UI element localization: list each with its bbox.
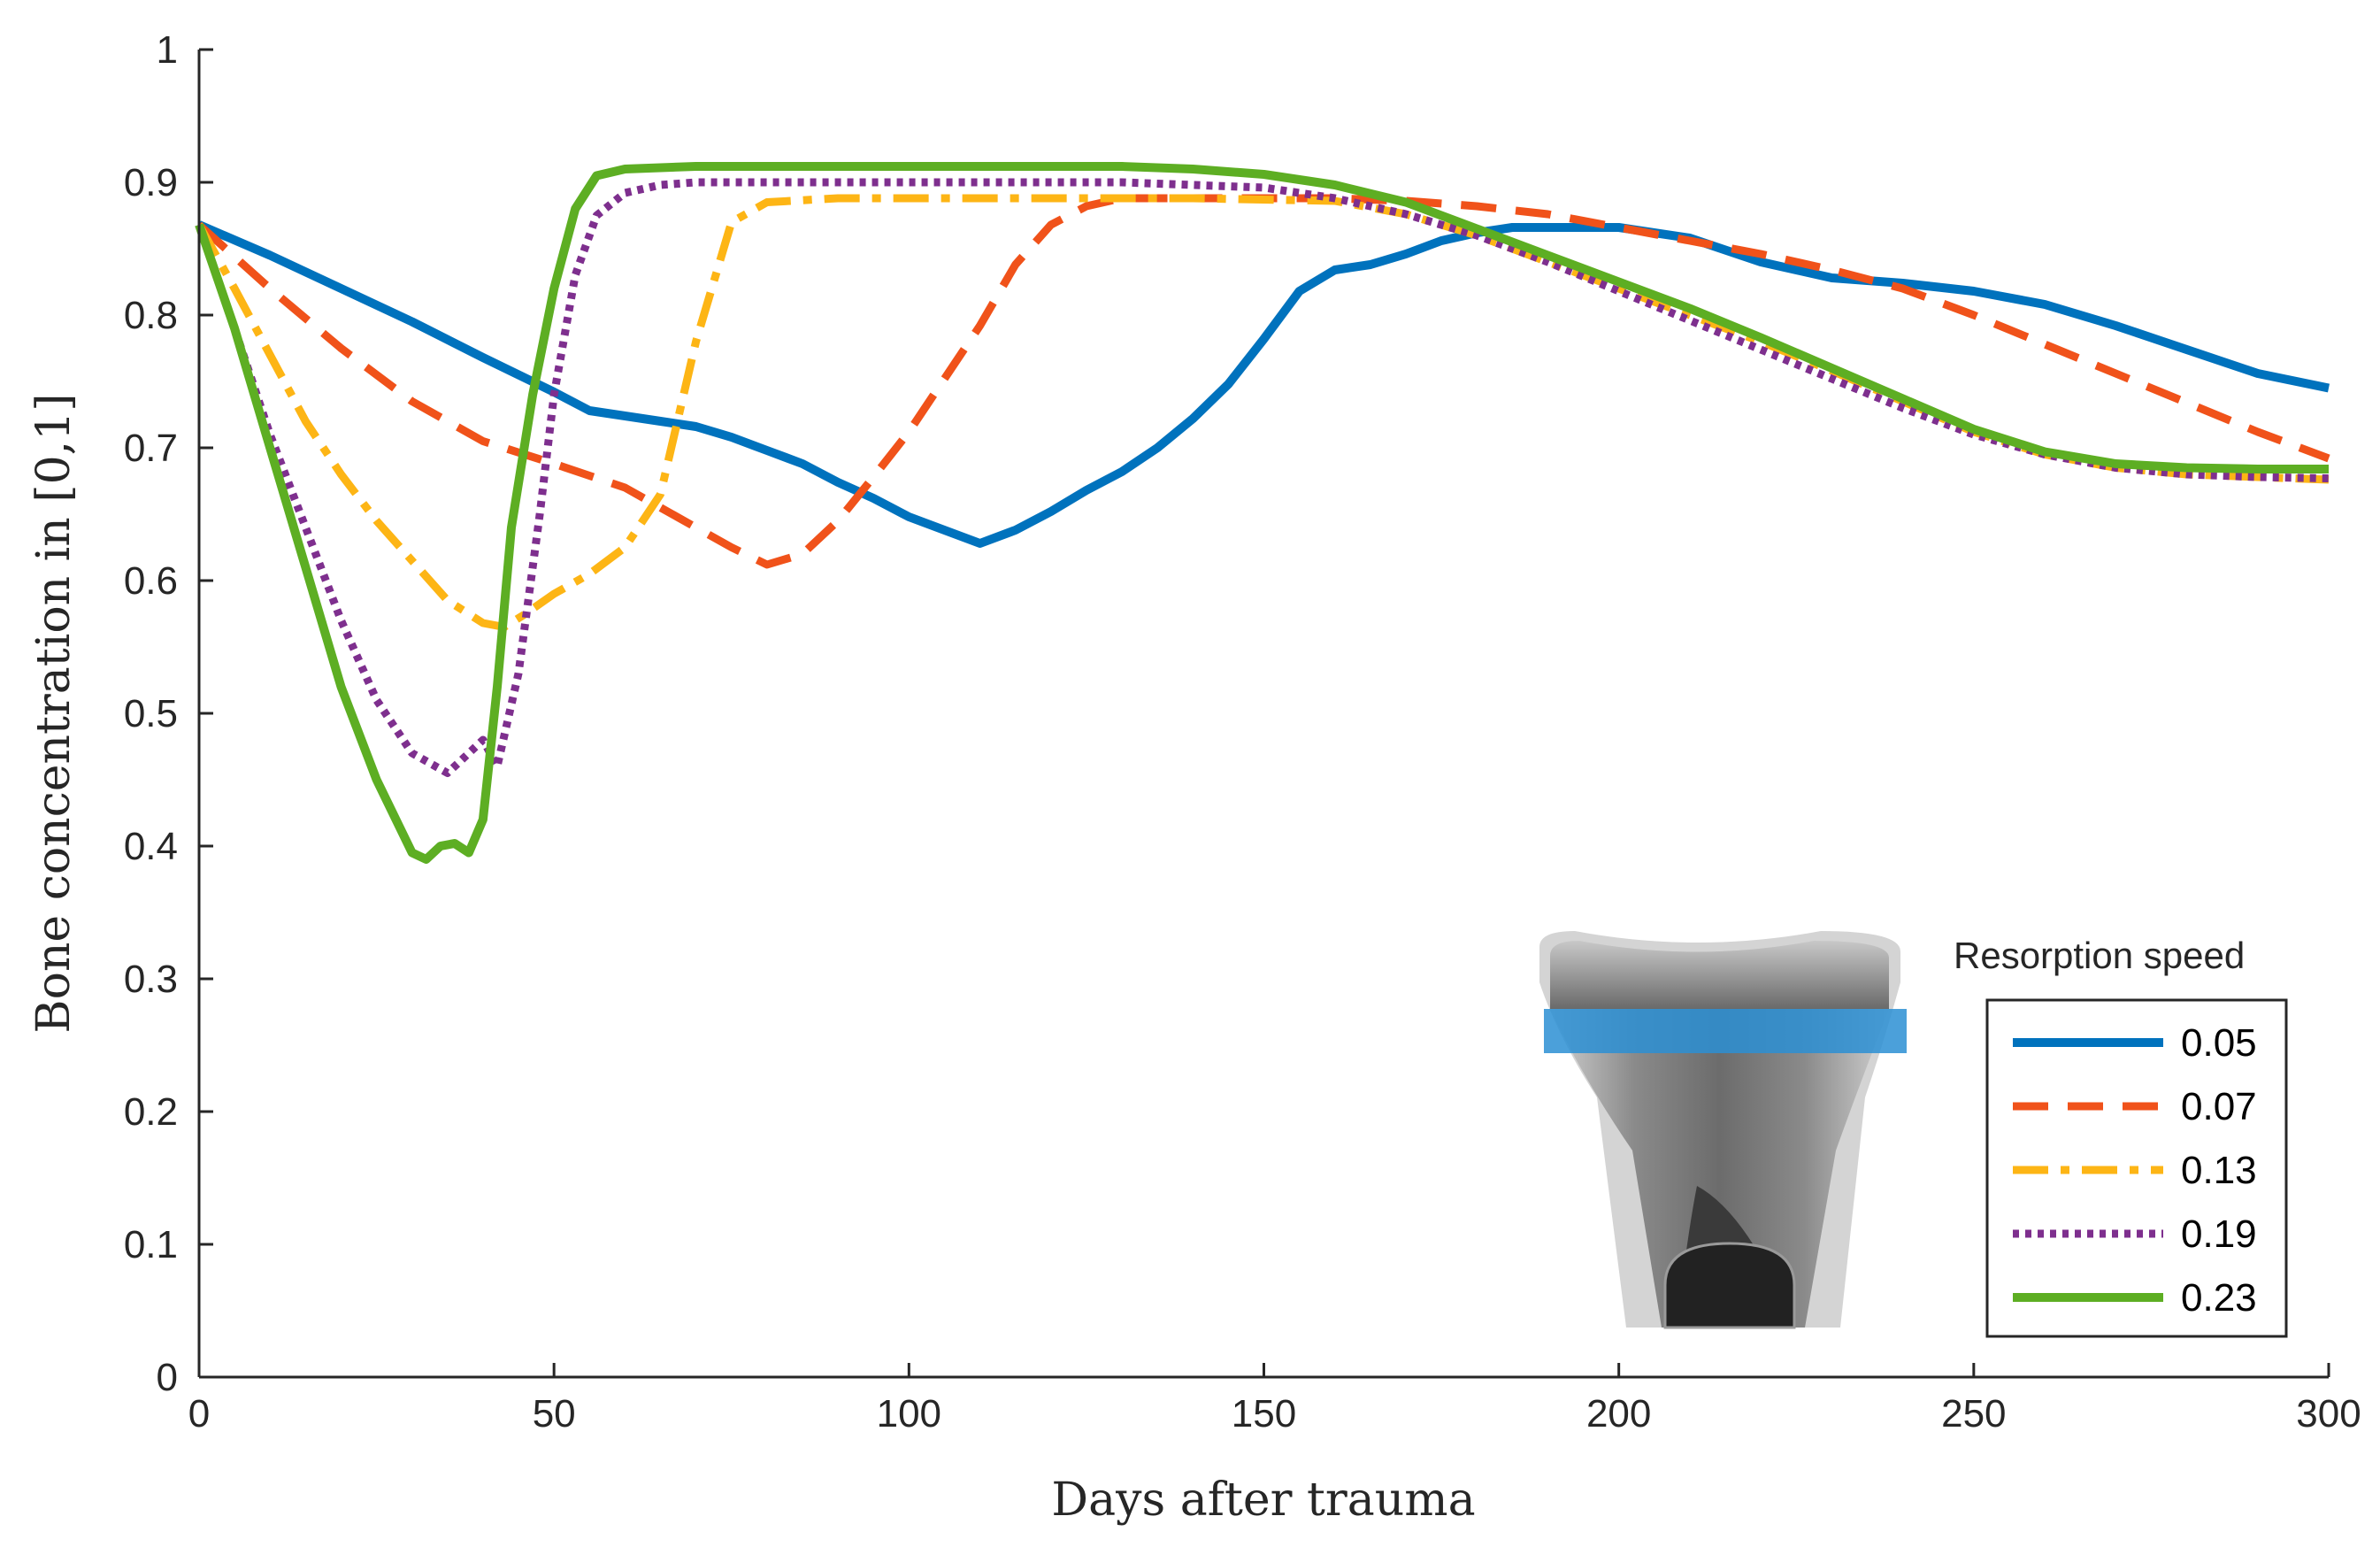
x-tick-label: 200	[1586, 1392, 1651, 1435]
series-line-0-19	[195, 178, 2330, 777]
legend-label: 0.07	[2181, 1085, 2257, 1128]
legend-title: Resorption speed	[1954, 935, 2245, 976]
bone-shaft	[1550, 1009, 1889, 1328]
x-axis-title: Days after trauma	[1051, 1474, 1475, 1527]
y-tick-label: 0.5	[124, 692, 178, 735]
legend-label: 0.19	[2181, 1212, 2257, 1256]
y-axis-title: Bone concentration in [0,1]	[27, 393, 81, 1033]
legend: 0.05 0.07 0.13 0.19 0.23	[1985, 998, 2288, 1338]
legend-label: 0.05	[2181, 1021, 2257, 1065]
series-line-0-23	[195, 162, 2329, 864]
legend-entries: 0.05 0.07 0.13 0.19 0.23	[2013, 1021, 2257, 1320]
x-tick-label: 300	[2296, 1392, 2361, 1435]
highlighted-band	[1544, 1009, 1907, 1053]
y-tick-label: 0.6	[124, 559, 178, 603]
series-layer	[195, 162, 2330, 864]
y-tick-label: 1	[157, 28, 178, 72]
y-ticks: 0 0.1 0.2 0.3 0.4 0.5 0.6 0.7 0.8 0.9 1	[124, 28, 213, 1399]
y-tick-label: 0.8	[124, 294, 178, 337]
y-tick-label: 0.9	[124, 161, 178, 204]
series-line-0-05	[197, 220, 2330, 548]
series-line-0-07	[196, 194, 2330, 569]
y-tick-label: 0.4	[124, 825, 178, 868]
y-tick-label: 0.2	[124, 1090, 178, 1134]
implant-cap	[1663, 1242, 1796, 1329]
x-tick-label: 0	[188, 1392, 210, 1435]
x-ticks: 0 50 100 150 200 250 300	[188, 1363, 2361, 1435]
bone-inset	[1539, 931, 1907, 1329]
legend-label: 0.13	[2181, 1149, 2257, 1192]
y-tick-label: 0.7	[124, 427, 178, 470]
axes-layer: 0 50 100 150 200 250 300 0 0.1 0.2 0.3 0.4 0.5 0.6 0.…	[124, 28, 2361, 1435]
x-tick-label: 150	[1232, 1392, 1296, 1435]
y-tick-label: 0.1	[124, 1223, 178, 1266]
legend-label: 0.23	[2181, 1276, 2257, 1320]
x-tick-label: 250	[1941, 1392, 2006, 1435]
x-tick-label: 100	[877, 1392, 941, 1435]
x-tick-label: 50	[533, 1392, 576, 1435]
bone-head	[1550, 941, 1889, 1009]
y-tick-label: 0	[157, 1356, 178, 1399]
y-tick-label: 0.3	[124, 958, 178, 1001]
